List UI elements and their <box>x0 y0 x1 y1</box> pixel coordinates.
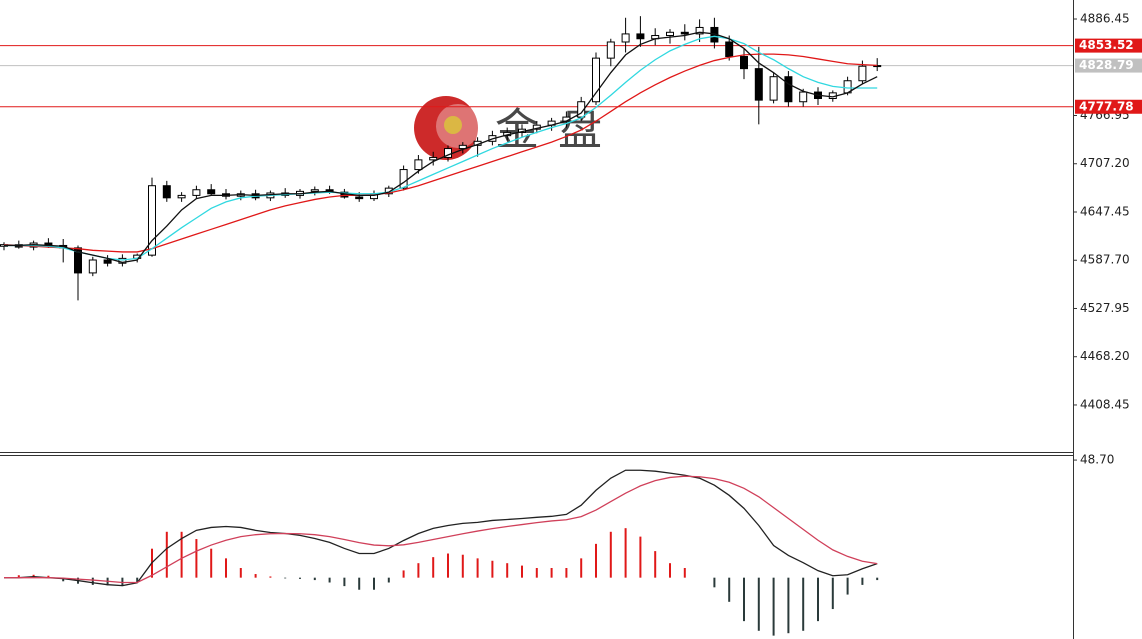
candle-body <box>799 91 808 103</box>
candle-body <box>192 189 201 196</box>
y-tick-label: 4886.45 <box>1080 12 1130 26</box>
candle-body <box>429 156 438 161</box>
candle-body <box>355 196 364 200</box>
candle-body <box>148 185 156 256</box>
candle-body <box>310 189 319 192</box>
indicator-line <box>4 31 878 264</box>
indicator-line <box>4 475 878 584</box>
price-tag <box>1075 99 1142 114</box>
candle-body <box>458 144 467 150</box>
candle-body <box>636 33 645 40</box>
y-tick-label: 4647.45 <box>1080 204 1130 218</box>
watermark: 金 盘 <box>414 96 602 160</box>
candle-body <box>740 56 748 70</box>
price-tag-label: 4853.52 <box>1079 38 1134 52</box>
price-tag-label: 4828.79 <box>1079 58 1134 72</box>
candle-body <box>666 31 674 37</box>
candle-body <box>695 26 704 35</box>
candle-body <box>162 185 171 199</box>
candle-body <box>592 57 600 103</box>
logo <box>444 116 462 134</box>
y-tick-label: 4468.20 <box>1080 349 1130 363</box>
y-tick-label: 4707.20 <box>1080 156 1130 170</box>
candle-body <box>858 65 867 82</box>
indicator-line <box>4 35 878 261</box>
y-tick-label: 4587.70 <box>1080 253 1130 267</box>
y-tick-label: 48.70 <box>1080 453 1114 467</box>
candle-body <box>621 33 630 43</box>
candle-body <box>769 76 778 101</box>
price-tag-label: 4777.78 <box>1079 99 1134 113</box>
y-tick-label: 4527.95 <box>1080 301 1130 315</box>
candle-body <box>577 101 586 118</box>
price-tag <box>1075 58 1142 73</box>
candle-body <box>784 76 793 103</box>
candle-body <box>414 159 423 171</box>
candle-body <box>680 31 689 35</box>
indicator-line <box>4 469 878 587</box>
y-tick-label: 4408.45 <box>1080 397 1130 411</box>
candle-body <box>754 68 763 101</box>
candle-body <box>606 41 615 59</box>
candle-body <box>103 259 112 264</box>
price-tag <box>1075 38 1142 53</box>
candle-body <box>74 247 82 274</box>
candle-body <box>725 41 734 58</box>
indicator-line <box>3 53 878 253</box>
candle-body <box>399 169 408 189</box>
candle-body <box>873 65 882 68</box>
candle-body <box>177 194 186 199</box>
candle-body <box>88 259 97 274</box>
candle-body <box>207 189 216 195</box>
